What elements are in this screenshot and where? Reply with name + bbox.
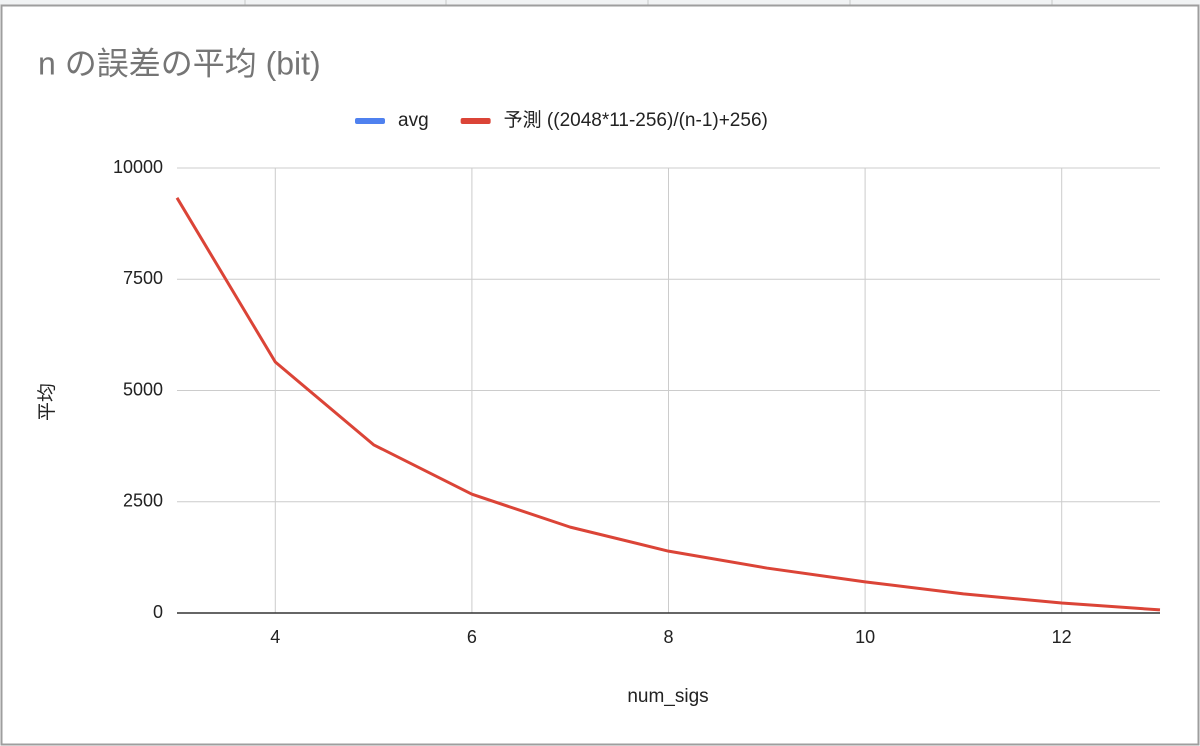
sheet-header <box>0 0 1200 5</box>
chart-border <box>0 4 1200 746</box>
legend-swatch <box>460 118 491 124</box>
y-tick-label: 0 <box>153 602 163 622</box>
x-tick-label: 4 <box>270 627 280 647</box>
x-tick-label: 6 <box>467 627 477 647</box>
y-tick-label: 7500 <box>123 268 163 288</box>
y-tick-label: 5000 <box>123 379 163 399</box>
x-axis-label: num_sigs <box>627 686 708 707</box>
legend-swatch <box>355 118 385 124</box>
y-axis-label: 平均 <box>36 383 58 421</box>
line-series <box>175 197 1161 612</box>
sheet-columns <box>244 0 1053 5</box>
y-tick-label: 2500 <box>123 491 163 511</box>
x-tick-label: 12 <box>1052 627 1072 647</box>
legend-label: 予測 ((2048*11-256)/(n-1)+256) <box>504 109 768 131</box>
x-tick-label: 10 <box>855 627 875 647</box>
x-tick-label: 8 <box>663 627 673 647</box>
chart-title: n の誤差の平均 (bit) <box>38 45 321 81</box>
y-tick-label: 10000 <box>113 157 163 177</box>
legend-label: avg <box>398 110 429 131</box>
